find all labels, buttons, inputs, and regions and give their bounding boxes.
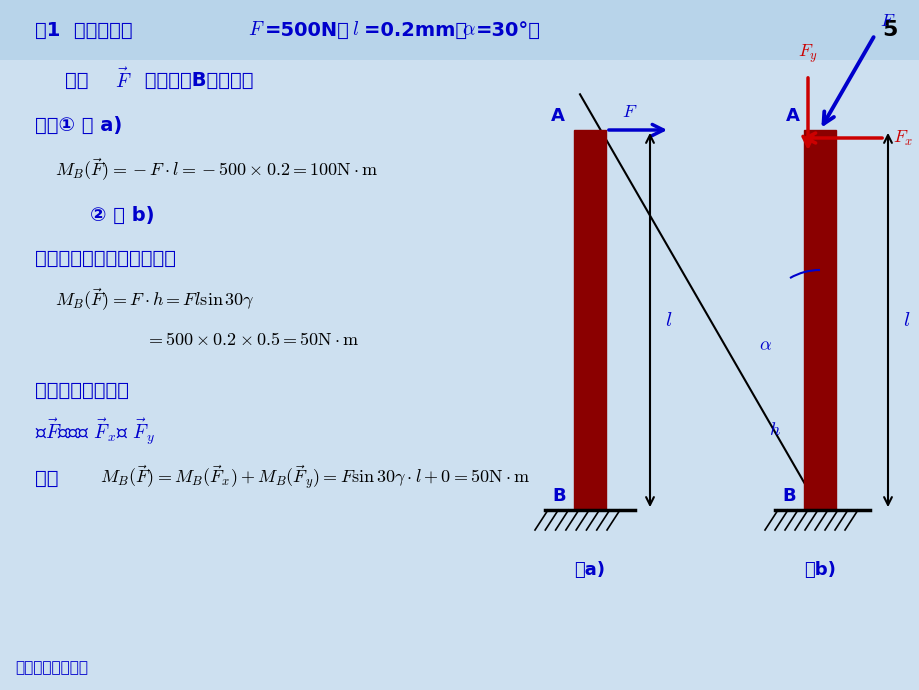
Text: B: B bbox=[781, 487, 795, 505]
Text: $F_y$: $F_y$ bbox=[797, 43, 817, 65]
Text: $l$: $l$ bbox=[902, 310, 910, 330]
Text: $F_x$: $F_x$ bbox=[892, 128, 913, 148]
Text: $M_B(\vec{F}) = F \cdot h = Fl\sin 30°$: $M_B(\vec{F}) = F \cdot h = Fl\sin 30°$ bbox=[55, 287, 255, 313]
Text: ② 图 b): ② 图 b) bbox=[90, 206, 154, 224]
Text: 例1  已知：如图: 例1 已知：如图 bbox=[35, 21, 139, 39]
Text: 将$\vec{F}$分解为 $\vec{F}_x$、 $\vec{F}_y$: 将$\vec{F}$分解为 $\vec{F}_x$、 $\vec{F}_y$ bbox=[35, 417, 154, 448]
Text: $M_B(\vec{F}) = M_B(\vec{F}_x) + M_B(\vec{F}_y) = F\sin30°\cdot l + 0 = 50\mathr: $M_B(\vec{F}) = M_B(\vec{F}_x) + M_B(\ve… bbox=[100, 464, 529, 492]
Polygon shape bbox=[803, 130, 835, 510]
Text: $M_B(\vec{F}) = -F \cdot l = -500\times0.2 = 100\mathrm{N\cdot m}$: $M_B(\vec{F}) = -F \cdot l = -500\times0… bbox=[55, 157, 378, 184]
Text: $F$: $F$ bbox=[621, 103, 637, 121]
Text: $F$: $F$ bbox=[248, 21, 265, 39]
Text: 解：① 图 a): 解：① 图 a) bbox=[35, 115, 122, 135]
Text: A: A bbox=[785, 107, 800, 125]
Text: $= 500\times0.2\times0.5 = 50\mathrm{N\cdot m}$: $= 500\times0.2\times0.5 = 50\mathrm{N\c… bbox=[145, 331, 359, 349]
Text: $h$: $h$ bbox=[768, 421, 780, 439]
Polygon shape bbox=[573, 130, 606, 510]
Text: 图a): 图a) bbox=[573, 561, 605, 579]
Text: 上海应用技术学院: 上海应用技术学院 bbox=[15, 660, 88, 676]
Polygon shape bbox=[0, 0, 919, 60]
Text: 图b): 图b) bbox=[803, 561, 835, 579]
Text: $\alpha$: $\alpha$ bbox=[461, 21, 475, 39]
Text: $l$: $l$ bbox=[352, 21, 358, 39]
Text: =500N，: =500N， bbox=[265, 21, 349, 39]
Text: =0.2mm，: =0.2mm， bbox=[364, 21, 480, 39]
Text: $l$: $l$ bbox=[664, 310, 672, 330]
Text: 对插入端B点之矩。: 对插入端B点之矩。 bbox=[138, 70, 254, 90]
Text: 应用合力矩定理：: 应用合力矩定理： bbox=[35, 380, 129, 400]
Text: $F$: $F$ bbox=[879, 12, 894, 30]
Text: 用力对点之矩的定义，有：: 用力对点之矩的定义，有： bbox=[35, 248, 176, 268]
Text: 求：: 求： bbox=[65, 70, 88, 90]
Text: A: A bbox=[550, 107, 564, 125]
Text: 则：: 则： bbox=[35, 469, 59, 488]
Text: 5: 5 bbox=[881, 20, 897, 40]
Text: $\vec{F}$: $\vec{F}$ bbox=[115, 68, 131, 92]
Text: B: B bbox=[551, 487, 565, 505]
Text: $\alpha$: $\alpha$ bbox=[757, 336, 771, 354]
Text: =30°。: =30°。 bbox=[475, 21, 540, 39]
